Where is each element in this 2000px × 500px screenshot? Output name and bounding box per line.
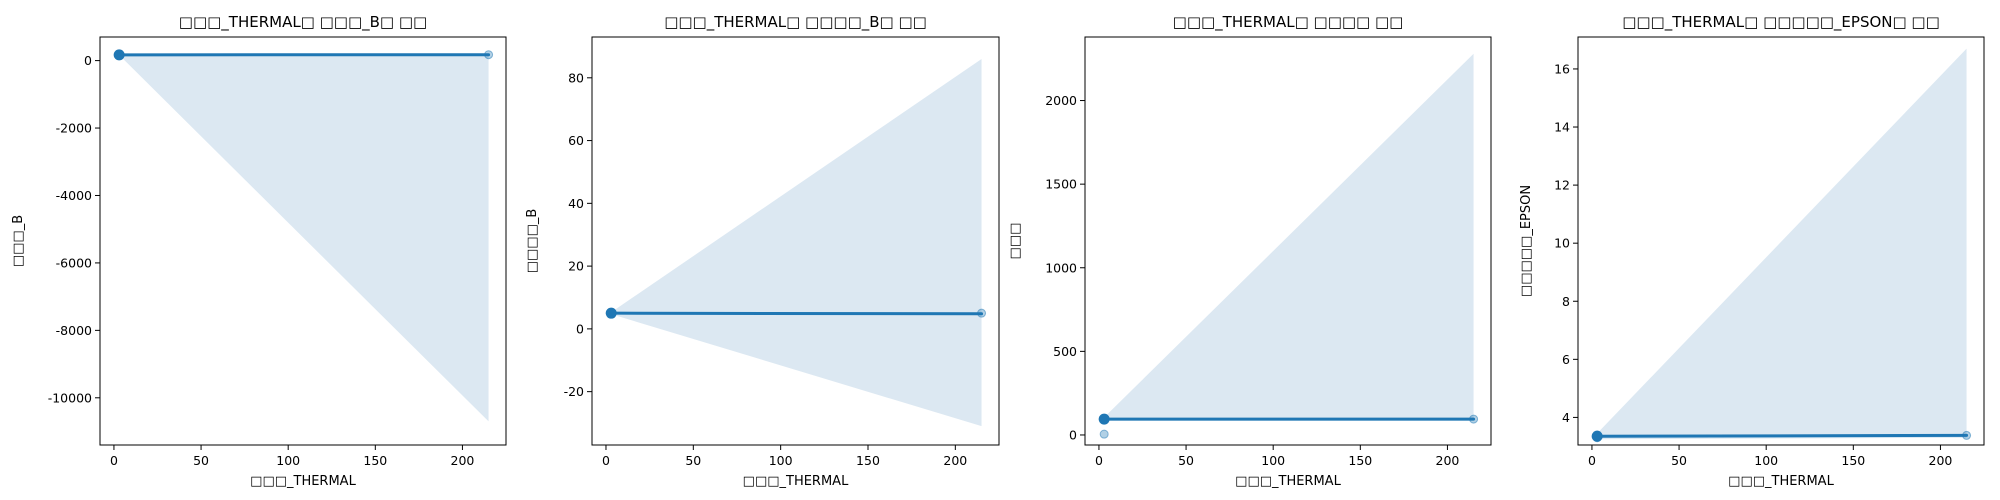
- confidence-band: [1597, 48, 1967, 440]
- y-tick-label: -10000: [48, 390, 92, 405]
- x-tick-label: 0: [1095, 453, 1103, 468]
- y-tick-label: 0: [84, 53, 92, 68]
- y-tick-label: 1500: [1045, 177, 1077, 192]
- y-tick-label: -4000: [56, 188, 92, 203]
- x-axis-label: □□□_THERMAL: [743, 474, 849, 489]
- fit-endpoint: [1591, 430, 1603, 442]
- chart-panel-4: 0 50 100 150 200 16 14 12 10 8 6 4 □□□_THERMAL□ □□□□…: [1519, 13, 1985, 489]
- x-tick-label: 0: [110, 453, 118, 468]
- y-axis-label: □□□□_B: [525, 209, 540, 274]
- fit-endpoint: [113, 49, 125, 61]
- y-axis-label: □□□_B: [11, 215, 26, 267]
- y-tick-label: 20: [568, 259, 584, 274]
- x-tick-label: 50: [685, 453, 701, 468]
- chart-title: □□□_THERMAL□ □□□□ □□: [1173, 13, 1404, 32]
- x-tick-label: 200: [943, 453, 967, 468]
- chart-title: □□□_THERMAL□ □□□_B□ □□: [179, 13, 427, 32]
- x-tick-label: 50: [1671, 453, 1687, 468]
- y-tick-label: -8000: [56, 323, 92, 338]
- y-tick-label: 4: [1562, 410, 1570, 425]
- x-tick-label: 50: [1178, 453, 1194, 468]
- y-axis-label: □□□: [1008, 223, 1023, 260]
- y-tick-label: -6000: [56, 255, 92, 270]
- x-tick-label: 200: [451, 453, 475, 468]
- x-tick-label: 100: [276, 453, 300, 468]
- plot-frame: [1577, 36, 1985, 446]
- y-tick-label: 60: [568, 133, 584, 148]
- plot-frame: [591, 36, 1000, 446]
- x-tick-label: 100: [1754, 453, 1778, 468]
- fit-endpoint: [1098, 413, 1110, 425]
- x-tick-label: 150: [856, 453, 880, 468]
- y-tick-label: 6: [1562, 352, 1570, 367]
- y-tick-label: -2000: [56, 121, 92, 136]
- x-tick-label: 100: [769, 453, 793, 468]
- y-tick-label: 8: [1562, 294, 1570, 309]
- y-tick-label: 14: [1554, 120, 1570, 135]
- x-tick-label: 200: [1929, 453, 1953, 468]
- x-axis-label: □□□_THERMAL: [1235, 474, 1341, 489]
- y-tick-label: 0: [576, 321, 584, 336]
- y-axis-label: □□□□□_EPSON: [1519, 185, 1534, 297]
- confidence-band: [611, 58, 982, 427]
- y-tick-label: 80: [568, 70, 584, 85]
- x-tick-label: 150: [1841, 453, 1865, 468]
- y-tick-label: 2000: [1045, 93, 1077, 108]
- x-tick-label: 150: [363, 453, 387, 468]
- y-tick-label: 500: [1053, 344, 1077, 359]
- x-tick-label: 200: [1436, 453, 1460, 468]
- chart-title: □□□_THERMAL□ □□□□_B□ □□: [664, 13, 927, 32]
- y-tick-label: 16: [1554, 61, 1570, 76]
- chart-title: □□□_THERMAL□ □□□□□_EPSON□ □□: [1622, 13, 1940, 32]
- x-tick-label: 100: [1261, 453, 1285, 468]
- x-tick-label: 50: [193, 453, 209, 468]
- y-tick-label: 0: [1069, 427, 1077, 442]
- plot-frame: [1084, 36, 1492, 446]
- x-axis-label: □□□_THERMAL: [1728, 474, 1834, 489]
- x-tick-label: 0: [602, 453, 610, 468]
- plot-frame: [99, 36, 507, 446]
- y-tick-label: 10: [1554, 236, 1570, 251]
- y-tick-label: -20: [564, 384, 584, 399]
- y-tick-label: 1000: [1045, 260, 1077, 275]
- regression-line: [1595, 433, 1969, 438]
- chart-panel-1: 0 50 100 150 200 0 -2000 -4000 -6000 -8000 -10000 □…: [11, 13, 507, 489]
- y-tick-label: 12: [1554, 178, 1570, 193]
- y-tick-label: 40: [568, 196, 584, 211]
- confidence-band: [119, 53, 489, 422]
- x-axis-label: □□□_THERMAL: [250, 474, 356, 489]
- x-tick-label: 0: [1588, 453, 1596, 468]
- chart-panel-3: 0 50 100 150 2002000150010005000□□□_THERMAL□…: [1008, 13, 1492, 489]
- regression-line: [609, 311, 984, 316]
- confidence-band: [1104, 53, 1474, 421]
- x-tick-label: 150: [1348, 453, 1372, 468]
- data-point: [1099, 429, 1109, 439]
- fit-endpoint: [605, 307, 617, 319]
